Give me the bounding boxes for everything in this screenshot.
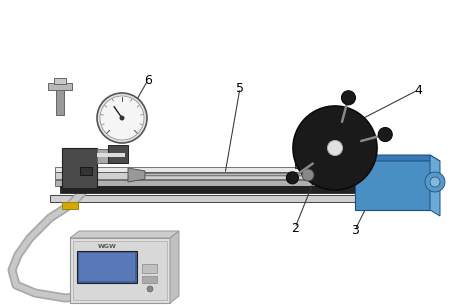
Bar bbox=[55, 172, 425, 179]
Polygon shape bbox=[355, 155, 440, 161]
Circle shape bbox=[147, 286, 153, 292]
Circle shape bbox=[119, 115, 125, 121]
Circle shape bbox=[97, 93, 147, 143]
Polygon shape bbox=[70, 231, 179, 238]
Bar bbox=[48, 83, 72, 90]
Bar bbox=[73, 241, 167, 300]
Bar bbox=[142, 276, 157, 283]
Bar bbox=[56, 87, 64, 115]
Bar bbox=[55, 180, 425, 186]
Bar bbox=[60, 186, 425, 193]
Circle shape bbox=[378, 128, 392, 142]
Circle shape bbox=[425, 172, 445, 192]
Circle shape bbox=[341, 91, 356, 105]
Circle shape bbox=[286, 172, 299, 184]
Bar bbox=[355, 155, 430, 210]
Bar bbox=[108, 145, 128, 163]
Circle shape bbox=[100, 96, 144, 140]
Bar bbox=[80, 167, 92, 175]
Bar bbox=[97, 153, 125, 157]
Circle shape bbox=[328, 140, 343, 155]
Bar bbox=[54, 78, 66, 84]
Polygon shape bbox=[128, 168, 145, 182]
Bar bbox=[415, 202, 431, 209]
Text: 5: 5 bbox=[236, 81, 244, 95]
Bar bbox=[79, 253, 135, 281]
Bar bbox=[317, 156, 331, 170]
Polygon shape bbox=[430, 155, 440, 216]
Bar bbox=[145, 173, 310, 176]
Circle shape bbox=[430, 177, 440, 187]
Circle shape bbox=[302, 169, 314, 181]
Bar bbox=[55, 167, 425, 172]
Bar bbox=[145, 174, 310, 175]
Bar bbox=[70, 238, 170, 303]
Bar bbox=[50, 195, 435, 202]
Circle shape bbox=[293, 106, 377, 190]
Bar bbox=[77, 251, 137, 283]
Text: 6: 6 bbox=[144, 73, 152, 87]
Bar bbox=[62, 202, 78, 209]
Text: WGW: WGW bbox=[98, 244, 117, 248]
Polygon shape bbox=[170, 231, 179, 303]
Text: 1: 1 bbox=[166, 262, 174, 274]
Bar bbox=[97, 149, 125, 163]
Text: 4: 4 bbox=[414, 84, 422, 96]
Bar bbox=[62, 148, 97, 188]
Bar bbox=[142, 264, 157, 273]
Bar bbox=[295, 150, 325, 168]
Text: 2: 2 bbox=[291, 222, 299, 234]
Text: 3: 3 bbox=[351, 223, 359, 237]
